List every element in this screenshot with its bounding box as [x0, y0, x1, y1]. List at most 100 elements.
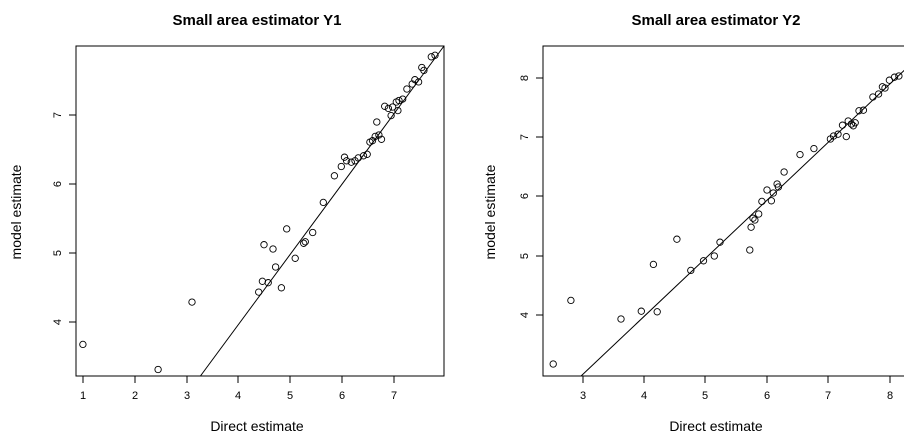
panel-y2: Small area estimator Y2 Direct estimate …: [482, 12, 904, 434]
data-point: [330, 172, 339, 180]
data-point: [710, 252, 718, 260]
data-point: [549, 360, 557, 368]
data-point: [403, 85, 411, 93]
data-point: [851, 119, 859, 127]
data-point: [363, 150, 371, 158]
data-point: [301, 238, 309, 246]
x-tick-label: 5: [702, 390, 708, 402]
data-point: [359, 152, 368, 160]
data-point: [746, 246, 754, 254]
data-point: [687, 266, 695, 275]
y-tick-label: 6: [519, 193, 531, 199]
data-point: [340, 153, 349, 161]
data-point: [375, 131, 383, 139]
y-tick-label: 8: [519, 75, 531, 81]
data-point: [427, 53, 435, 61]
x-tick-label: 1: [80, 390, 86, 402]
y-tick-label: 6: [52, 181, 64, 187]
data-point: [255, 288, 263, 296]
data-point: [842, 132, 850, 141]
y-axis-label: model estimate: [482, 164, 498, 259]
data-point: [780, 168, 788, 176]
data-point: [277, 284, 286, 292]
x-tick-label: 6: [339, 390, 345, 402]
data-point: [394, 106, 402, 115]
data-point: [371, 132, 379, 141]
data-point: [300, 239, 308, 247]
data-point: [264, 279, 272, 287]
chart-title: Small area estimator Y1: [173, 12, 342, 29]
data-point: [774, 183, 783, 191]
data-point: [154, 365, 162, 374]
data-point: [258, 277, 267, 285]
data-point: [755, 210, 763, 218]
x-axis-label: Direct estimate: [669, 418, 763, 434]
x-tick-label: 3: [184, 390, 190, 402]
data-point: [347, 158, 355, 166]
data-point: [79, 340, 87, 349]
data-point: [388, 103, 397, 111]
data-point: [859, 106, 868, 114]
data-point: [377, 135, 386, 143]
data-point: [431, 51, 439, 59]
x-axis-label: Direct estimate: [210, 418, 304, 434]
data-point: [271, 263, 280, 271]
panel-y1: Small area estimator Y1 Direct estimate …: [8, 12, 445, 434]
plot-frame: [75, 45, 445, 377]
chart-title: Small area estimator Y2: [632, 12, 801, 29]
data-point: [649, 260, 658, 269]
x-ticks: 1 2 3 4 5 6 7: [80, 376, 397, 402]
data-point: [387, 111, 395, 120]
data-point: [834, 130, 842, 138]
data-point: [751, 216, 759, 224]
data-point: [763, 186, 771, 194]
y-tick-label: 7: [52, 112, 64, 118]
data-point: [373, 118, 381, 126]
data-point: [283, 225, 291, 233]
data-point: [847, 120, 856, 128]
y-tick-label: 5: [519, 253, 531, 259]
y-tick-label: 4: [52, 319, 64, 325]
plot-frame: [542, 45, 904, 377]
reference-line: [200, 45, 445, 377]
data-point: [890, 73, 899, 81]
data-point: [395, 96, 403, 105]
data-point: [881, 84, 889, 92]
x-tick-label: 7: [825, 390, 831, 402]
data-point: [747, 223, 755, 231]
data-point: [829, 132, 838, 140]
y-tick-label: 4: [519, 312, 531, 318]
data-point: [749, 214, 757, 222]
data-point: [420, 66, 428, 75]
data-point: [260, 241, 268, 249]
data-point: [188, 298, 196, 306]
x-ticks: 3 4 5 6 7 8: [580, 376, 893, 402]
data-point: [869, 93, 877, 101]
data-point: [337, 162, 345, 171]
x-tick-label: 8: [887, 390, 893, 402]
y-ticks: 4 5 6 7: [52, 112, 76, 325]
x-tick-label: 5: [287, 390, 293, 402]
x-tick-label: 7: [391, 390, 397, 402]
y-axis-label: model estimate: [8, 164, 24, 259]
data-point: [673, 235, 681, 243]
x-tick-label: 3: [580, 390, 586, 402]
data-point: [758, 197, 766, 206]
data-point: [399, 95, 407, 103]
data-point: [342, 157, 351, 165]
data-point: [769, 189, 777, 197]
data-point: [269, 245, 277, 253]
data-point: [384, 104, 393, 113]
y-tick-label: 7: [519, 134, 531, 140]
x-tick-label: 2: [132, 390, 138, 402]
data-point: [810, 144, 818, 153]
y-ticks: 4 5 6 7 8: [519, 75, 543, 318]
data-point: [716, 238, 724, 246]
data-point: [653, 308, 661, 316]
data-point: [855, 107, 863, 115]
x-tick-label: 4: [641, 390, 647, 402]
data-points: [549, 72, 903, 368]
x-tick-label: 6: [764, 390, 770, 402]
x-tick-label: 4: [235, 390, 241, 402]
